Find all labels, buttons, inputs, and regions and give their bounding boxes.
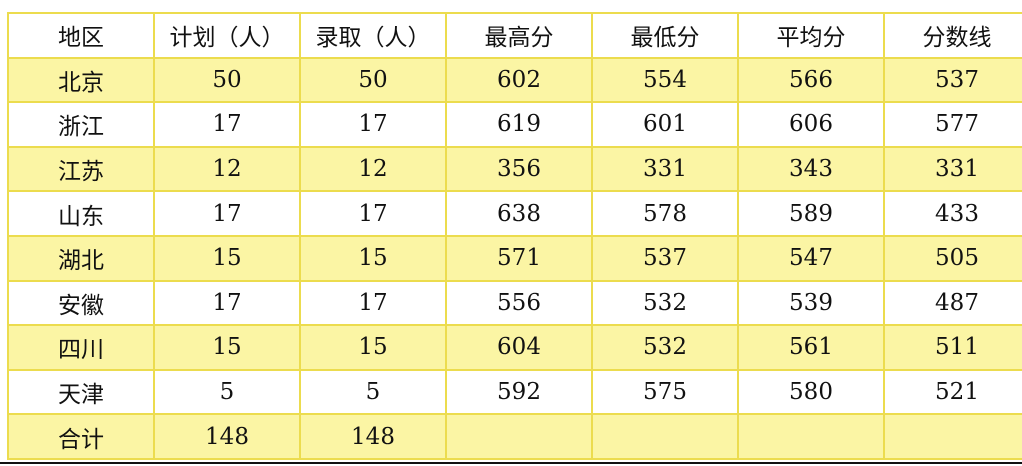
table-cell: 17 [299, 190, 447, 237]
table-cell: 50 [153, 56, 301, 104]
table-cell: 浙江 [7, 101, 155, 148]
table-cell: 511 [883, 324, 1022, 371]
table-cell: 148 [299, 413, 447, 460]
header-row: 地区 计划（人） 录取（人） 最高分 最低分 平均分 分数线 [7, 12, 1022, 59]
column-header: 地区 [7, 12, 155, 59]
table-cell: 505 [883, 234, 1022, 282]
column-header: 最高分 [445, 12, 593, 59]
table-cell: 12 [153, 145, 301, 193]
table-cell: 539 [737, 279, 885, 327]
column-header: 分数线 [883, 12, 1022, 59]
table-cell: 566 [737, 56, 885, 104]
table-row: 天津 5 5 592 575 580 521 [7, 368, 1022, 416]
table-cell: 619 [445, 101, 593, 148]
table-cell: 547 [737, 234, 885, 282]
table-cell: 17 [153, 279, 301, 327]
table-cell [591, 413, 739, 460]
table-cell: 湖北 [7, 234, 155, 282]
table-cell: 592 [445, 368, 593, 416]
table-cell: 17 [153, 101, 301, 148]
column-header: 最低分 [591, 12, 739, 59]
table-cell: 638 [445, 190, 593, 237]
table-cell: 17 [153, 190, 301, 237]
divider [0, 462, 1022, 464]
table-cell: 12 [299, 145, 447, 193]
table-cell: 合计 [7, 413, 155, 460]
table-cell: 15 [299, 234, 447, 282]
table-cell: 50 [299, 56, 447, 104]
table-cell: 575 [591, 368, 739, 416]
table-cell: 487 [883, 279, 1022, 327]
table-row: 安徽 17 17 556 532 539 487 [7, 279, 1022, 327]
table-cell: 331 [591, 145, 739, 193]
table-cell: 532 [591, 279, 739, 327]
table-cell: 17 [299, 279, 447, 327]
table-cell: 571 [445, 234, 593, 282]
table-cell: 537 [883, 56, 1022, 104]
table-cell: 天津 [7, 368, 155, 416]
table-cell: 521 [883, 368, 1022, 416]
table-cell: 148 [153, 413, 301, 460]
table-cell: 5 [299, 368, 447, 416]
column-header: 录取（人） [299, 12, 447, 59]
column-header: 计划（人） [153, 12, 301, 59]
table-cell: 561 [737, 324, 885, 371]
table-cell [883, 413, 1022, 460]
table-cell: 山东 [7, 190, 155, 237]
table-cell: 江苏 [7, 145, 155, 193]
table-cell: 安徽 [7, 279, 155, 327]
table-cell: 589 [737, 190, 885, 237]
table-row: 湖北 15 15 571 537 547 505 [7, 234, 1022, 282]
table-cell: 433 [883, 190, 1022, 237]
table-cell: 532 [591, 324, 739, 371]
table-cell: 343 [737, 145, 885, 193]
table-cell: 17 [299, 101, 447, 148]
table-row: 合计 148 148 [7, 413, 1022, 460]
table-cell: 15 [153, 234, 301, 282]
column-header: 平均分 [737, 12, 885, 59]
table-cell: 578 [591, 190, 739, 237]
table-cell: 601 [591, 101, 739, 148]
table-row: 山东 17 17 638 578 589 433 [7, 190, 1022, 237]
table-cell: 604 [445, 324, 593, 371]
table-row: 江苏 12 12 356 331 343 331 [7, 145, 1022, 193]
table-cell [445, 413, 593, 460]
table-cell: 北京 [7, 56, 155, 104]
table-cell: 554 [591, 56, 739, 104]
table-row: 四川 15 15 604 532 561 511 [7, 324, 1022, 371]
table-cell: 5 [153, 368, 301, 416]
table-cell: 556 [445, 279, 593, 327]
table-cell: 606 [737, 101, 885, 148]
table-cell: 四川 [7, 324, 155, 371]
table-cell: 602 [445, 56, 593, 104]
table-cell: 15 [153, 324, 301, 371]
table-row: 浙江 17 17 619 601 606 577 [7, 101, 1022, 148]
table-cell: 15 [299, 324, 447, 371]
table-cell [737, 413, 885, 460]
table-cell: 537 [591, 234, 739, 282]
table-cell: 356 [445, 145, 593, 193]
table-cell: 577 [883, 101, 1022, 148]
table-cell: 580 [737, 368, 885, 416]
table-row: 北京 50 50 602 554 566 537 [7, 56, 1022, 104]
admission-table: 地区 计划（人） 录取（人） 最高分 最低分 平均分 分数线 北京 50 50 602 554 566 5… [7, 12, 1022, 460]
table-cell: 331 [883, 145, 1022, 193]
